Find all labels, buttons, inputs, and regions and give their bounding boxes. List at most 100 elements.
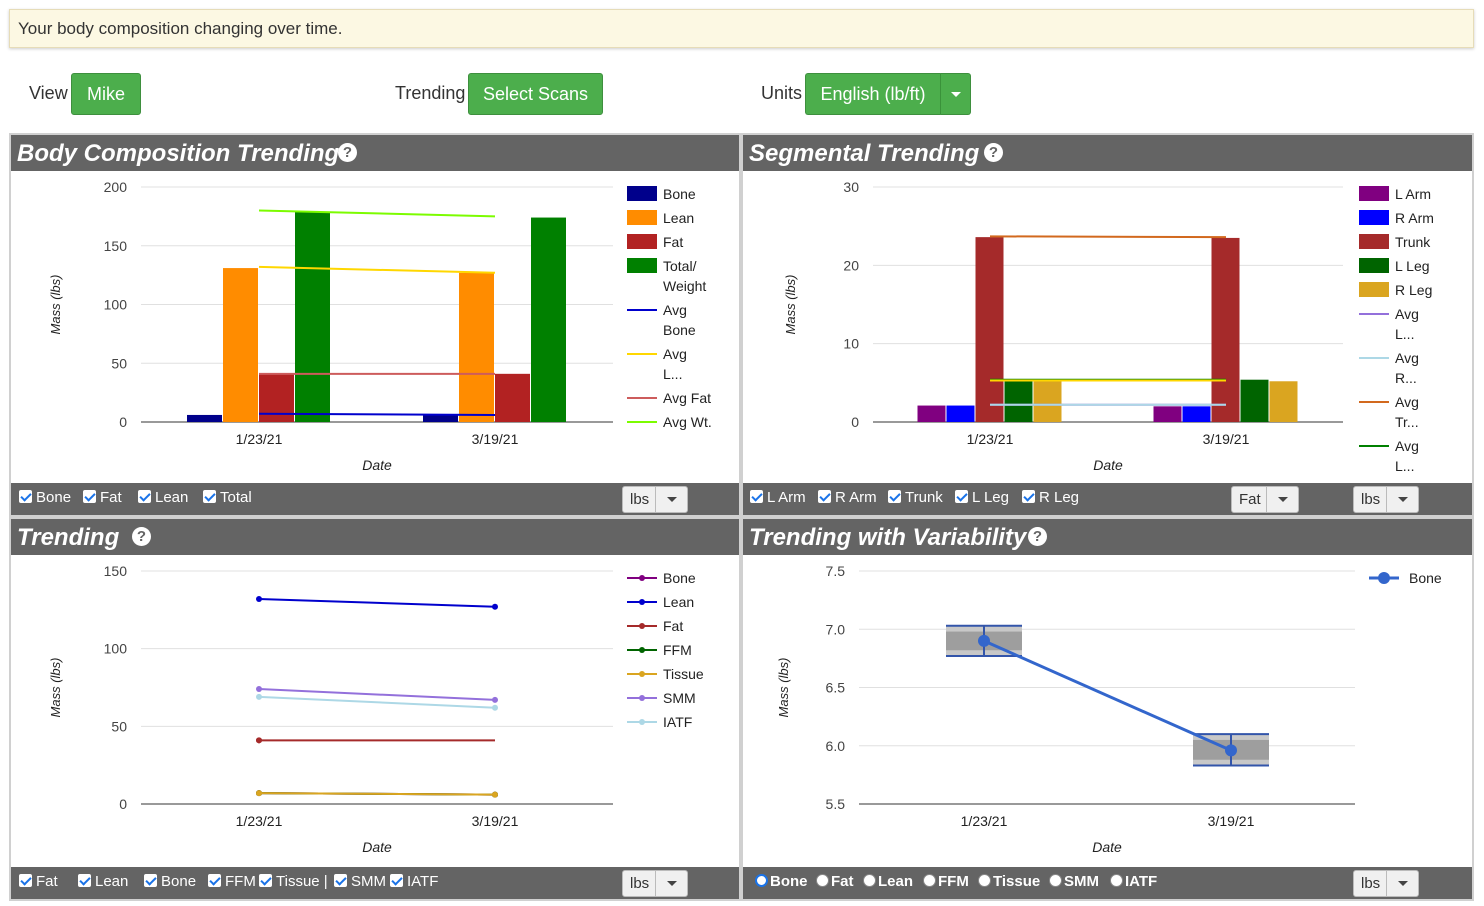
checkbox-ffm[interactable]: FFM (208, 873, 256, 890)
legend-tissue-label: Tissue (663, 666, 704, 682)
units-dropdown-toggle[interactable] (940, 73, 971, 115)
segmental-chart: 0 10 20 30 1/23/21 3/19/21 Date Mass (lbs) L Arm… (783, 179, 1434, 483)
y-tick-label: 150 (104, 563, 128, 579)
point-iatf (492, 704, 498, 711)
bar-total-weight (531, 217, 566, 422)
legend-lean-swatch (627, 210, 657, 225)
checkbox-trunk[interactable]: Trunk (888, 489, 943, 506)
legend-avg-l-label: L... (1395, 458, 1414, 474)
legend-ffm-marker (639, 647, 645, 653)
help-icon[interactable]: ? (132, 527, 151, 546)
x-tick-label: 3/19/21 (1203, 431, 1250, 447)
panel-header: Body Composition Trending ? (11, 135, 739, 171)
help-icon[interactable]: ? (1028, 527, 1047, 546)
legend-tissue-marker (639, 671, 645, 677)
radio-lean[interactable]: Lean (863, 873, 913, 890)
y-tick-label: 7.5 (826, 563, 846, 579)
unit-select[interactable]: lbs (622, 486, 688, 513)
tissue-select[interactable]: Fat (1231, 486, 1299, 513)
y-tick-label: 0 (119, 414, 127, 430)
bar-total-weight (295, 211, 330, 422)
bar-l-arm (917, 405, 946, 422)
help-icon[interactable]: ? (984, 143, 1003, 162)
radio-fat[interactable]: Fat (816, 873, 854, 890)
unit-select[interactable]: lbs (622, 870, 688, 897)
legend-avg-l-label: L... (1395, 326, 1414, 342)
panel-footer: L Arm R Arm Trunk L Leg R Leg Fat lbs (743, 483, 1472, 515)
y-tick-label: 150 (104, 238, 128, 254)
trending-panel: Trending ? 0 50 100 150 1/23/21 3/19/21 Date Ma… (9, 517, 741, 901)
y-tick-label: 5.5 (826, 796, 846, 812)
x-axis-label: Date (1092, 839, 1122, 855)
y-tick-label: 7.0 (826, 621, 846, 637)
unit-select[interactable]: lbs (1353, 870, 1419, 897)
point-lean (256, 595, 262, 602)
legend-fat-label: Fat (663, 234, 683, 250)
chevron-down-icon (655, 487, 687, 512)
checkbox-tissue[interactable]: Tissue | (259, 873, 328, 890)
legend-trunk-swatch (1359, 234, 1389, 249)
radio-tissue[interactable]: Tissue (978, 873, 1040, 890)
checkbox-bone[interactable]: Bone (19, 489, 71, 506)
radio-smm[interactable]: SMM (1049, 873, 1099, 890)
legend-l-arm-label: L Arm (1395, 186, 1431, 202)
point-smm (492, 696, 498, 703)
bar-bone (187, 414, 222, 422)
checkbox-bone[interactable]: Bone (144, 873, 196, 890)
avg-line-avg-l (258, 265, 496, 274)
y-tick-label: 10 (843, 336, 859, 352)
x-tick-label: 1/23/21 (967, 431, 1014, 447)
bar-fat (495, 373, 530, 422)
y-tick-label: 50 (111, 355, 127, 371)
avg-line-avg-wt (258, 209, 496, 218)
units-button[interactable]: English (lb/ft) (805, 73, 940, 115)
point-iatf (256, 693, 262, 700)
radio-bone[interactable]: Bone (755, 873, 808, 890)
checkbox-r-arm[interactable]: R Arm (818, 489, 877, 506)
unit-select[interactable]: lbs (1353, 486, 1419, 513)
point-tissue (256, 790, 262, 797)
select-scans-button[interactable]: Select Scans (468, 73, 603, 115)
point-bone (978, 634, 990, 647)
checkbox-l-arm[interactable]: L Arm (750, 489, 806, 506)
chevron-down-icon (1386, 871, 1418, 896)
checkbox-iatf[interactable]: IATF (390, 873, 438, 890)
panel-footer: Bone Fat Lean Total lbs (11, 483, 739, 515)
series-line-iatf (258, 695, 496, 709)
bar-l-leg (1240, 379, 1269, 422)
checkbox-lean[interactable]: Lean (138, 489, 188, 506)
view-user-button[interactable]: Mike (71, 73, 141, 115)
legend-bone-marker (639, 575, 645, 581)
checkbox-lean[interactable]: Lean (78, 873, 128, 890)
checkbox-fat[interactable]: Fat (83, 489, 122, 506)
radio-iatf[interactable]: IATF (1110, 873, 1157, 890)
help-icon[interactable]: ? (338, 143, 357, 162)
body-composition-panel: Body Composition Trending ? 0 50 100 150 200… (9, 133, 741, 517)
bar-r-leg (1033, 380, 1062, 422)
panel-title: Body Composition Trending (17, 140, 340, 167)
y-tick-label: 200 (104, 179, 128, 195)
panel-title: Trending with Variability (749, 524, 1027, 551)
info-banner: Your body composition changing over time… (9, 9, 1474, 48)
checkbox-total[interactable]: Total (203, 489, 252, 506)
panel-header: Segmental Trending ? (743, 135, 1472, 171)
bar-lean (459, 272, 494, 422)
x-axis-label: Date (1093, 457, 1123, 473)
legend-avg-l-label: Avg (1395, 306, 1419, 322)
legend-trunk-label: Trunk (1395, 234, 1431, 250)
checkbox-fat[interactable]: Fat (19, 873, 58, 890)
checkbox-l-leg[interactable]: L Leg (955, 489, 1009, 506)
legend-avg-r-label: Avg (1395, 482, 1419, 483)
checkbox-r-leg[interactable]: R Leg (1022, 489, 1079, 506)
chevron-down-icon (1386, 487, 1418, 512)
chevron-down-icon (1266, 487, 1298, 512)
legend-avg-l-label: L... (663, 366, 682, 382)
legend-avg-wt-label: Avg Wt. (663, 414, 712, 430)
bar-trunk (975, 237, 1004, 422)
radio-ffm[interactable]: FFM (923, 873, 969, 890)
x-axis-label: Date (362, 457, 392, 473)
legend-iatf-label: IATF (663, 714, 692, 730)
checkbox-smm[interactable]: SMM (334, 873, 386, 890)
y-tick-label: 6.5 (826, 680, 846, 696)
units-label: Units (761, 83, 803, 103)
